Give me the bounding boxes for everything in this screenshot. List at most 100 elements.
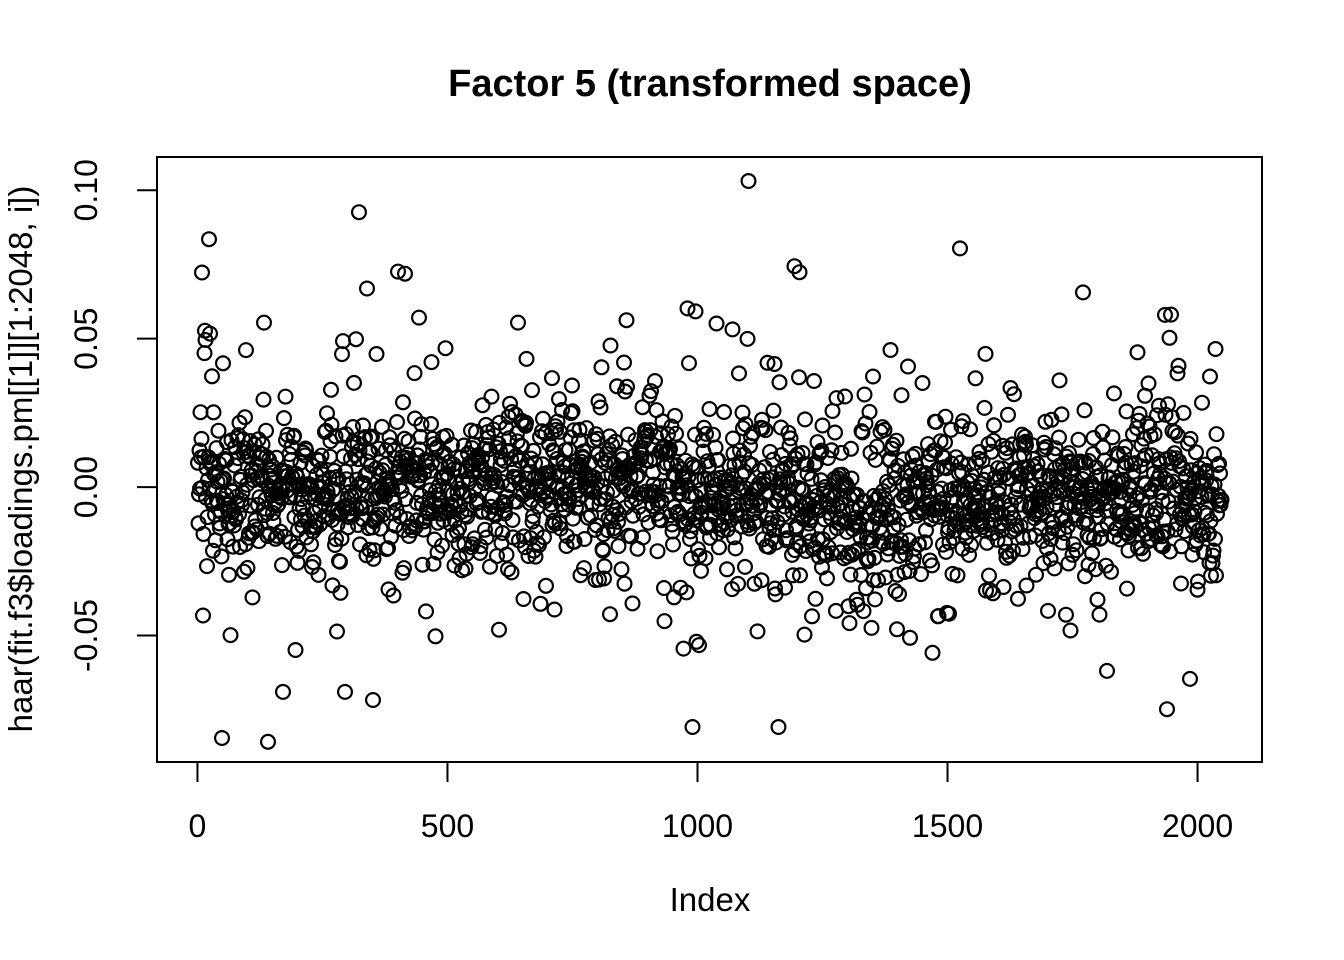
data-point — [1029, 456, 1046, 473]
data-point — [1162, 449, 1179, 466]
x-axis-label: Index — [670, 881, 751, 918]
data-point — [202, 325, 219, 342]
data-point — [1207, 567, 1224, 584]
data-point — [524, 513, 541, 530]
data-point — [535, 529, 552, 546]
data-point — [770, 718, 787, 735]
data-point — [598, 484, 615, 501]
data-point — [622, 528, 639, 545]
data-point — [971, 444, 988, 461]
data-point — [575, 560, 592, 577]
data-point — [348, 331, 365, 348]
data-point — [323, 381, 340, 398]
data-point — [509, 433, 526, 450]
data-point — [1012, 496, 1029, 513]
data-point — [766, 580, 783, 597]
data-point — [334, 346, 351, 363]
data-point — [730, 365, 747, 382]
data-point — [326, 480, 343, 497]
data-point — [1009, 590, 1026, 607]
data-point — [904, 448, 921, 465]
data-point — [287, 641, 304, 658]
data-point — [892, 532, 909, 549]
data-point — [423, 354, 440, 371]
data-point — [255, 391, 272, 408]
data-point — [886, 462, 903, 479]
data-point — [213, 548, 230, 565]
data-point — [912, 566, 929, 583]
data-point — [332, 553, 349, 570]
data-point — [807, 590, 824, 607]
data-point — [1046, 560, 1063, 577]
data-point — [874, 419, 891, 436]
data-point — [221, 566, 238, 583]
data-point — [195, 525, 212, 542]
data-point — [710, 539, 727, 556]
data-point — [757, 422, 774, 439]
data-point — [1087, 561, 1104, 578]
data-point — [523, 382, 540, 399]
data-point — [809, 434, 826, 451]
data-point — [882, 342, 899, 359]
data-point — [1038, 499, 1055, 516]
data-point — [1146, 426, 1163, 443]
data-point — [745, 515, 762, 532]
data-point — [856, 386, 873, 403]
data-point — [1005, 386, 1022, 403]
data-point — [960, 546, 977, 563]
data-point — [722, 479, 739, 496]
data-point — [718, 561, 735, 578]
data-point — [796, 411, 813, 428]
data-point — [675, 640, 692, 657]
data-point — [875, 535, 892, 552]
y-axis-label: haar(fit.f3$loadings.pm[[1]][1:2048, i]) — [2, 186, 39, 733]
data-point — [949, 567, 966, 584]
data-point — [500, 561, 517, 578]
data-point — [606, 522, 623, 539]
data-point — [276, 410, 293, 427]
data-point — [520, 547, 537, 564]
data-point — [386, 494, 403, 511]
data-point — [1070, 431, 1087, 448]
data-point — [418, 603, 435, 620]
data-point — [610, 538, 627, 555]
data-point — [655, 579, 672, 596]
data-point — [809, 531, 826, 548]
data-point — [634, 529, 651, 546]
data-point — [444, 436, 461, 453]
data-point — [980, 567, 997, 584]
data-point — [888, 621, 905, 638]
data-point — [247, 512, 264, 529]
data-point — [936, 434, 953, 451]
data-point — [753, 411, 770, 428]
data-point — [289, 554, 306, 571]
data-point — [503, 564, 520, 581]
data-point — [1051, 372, 1068, 389]
data-point — [343, 450, 360, 467]
data-point — [368, 346, 385, 363]
y-axis: -0.05 0.00 0.05 0.10 — [68, 159, 157, 672]
plot-border — [156, 156, 1263, 763]
data-point — [671, 440, 688, 457]
data-point — [961, 421, 978, 438]
data-point — [724, 430, 741, 447]
data-point — [337, 683, 354, 700]
data-point — [589, 430, 606, 447]
data-point — [518, 350, 535, 367]
data-point — [1042, 550, 1059, 567]
data-point — [231, 414, 248, 431]
data-point — [997, 543, 1014, 560]
data-point — [841, 615, 858, 632]
data-point — [234, 496, 251, 513]
data-point — [678, 584, 695, 601]
data-point — [969, 498, 986, 515]
data-point — [766, 356, 783, 373]
data-point — [656, 613, 673, 630]
data-point — [467, 479, 484, 496]
data-point — [842, 440, 859, 457]
data-point — [826, 424, 843, 441]
data-point — [1187, 444, 1204, 461]
data-point — [346, 374, 363, 391]
data-point — [898, 511, 915, 528]
